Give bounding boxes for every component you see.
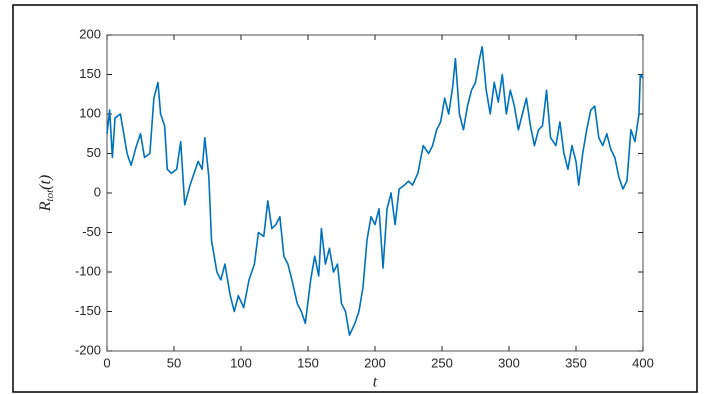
y-tick-label: -200 bbox=[75, 342, 101, 357]
y-tick-label: -150 bbox=[75, 303, 101, 318]
x-tick-label: 50 bbox=[167, 355, 181, 370]
y-tick-label: 200 bbox=[79, 26, 101, 41]
y-tick-label: 50 bbox=[87, 145, 101, 160]
x-tick-label: 150 bbox=[297, 355, 319, 370]
x-tick-label: 300 bbox=[498, 355, 520, 370]
y-axis-label: Rtot(t) bbox=[37, 175, 56, 213]
x-tick-label: 0 bbox=[103, 355, 110, 370]
axes-box bbox=[106, 34, 644, 352]
x-tick-label: 350 bbox=[565, 355, 587, 370]
x-tick-label: 200 bbox=[364, 355, 386, 370]
x-tick-label: 400 bbox=[632, 355, 654, 370]
y-tick-label: 150 bbox=[79, 66, 101, 81]
x-axis-label: t bbox=[373, 374, 378, 391]
y-tick-label: -50 bbox=[82, 224, 101, 239]
data-line bbox=[106, 46, 644, 336]
y-tick-label: 100 bbox=[79, 105, 101, 120]
x-tick-label: 250 bbox=[431, 355, 453, 370]
y-tick-label: -100 bbox=[75, 263, 101, 278]
y-tick-label: 0 bbox=[94, 184, 101, 199]
x-tick-label: 100 bbox=[230, 355, 252, 370]
